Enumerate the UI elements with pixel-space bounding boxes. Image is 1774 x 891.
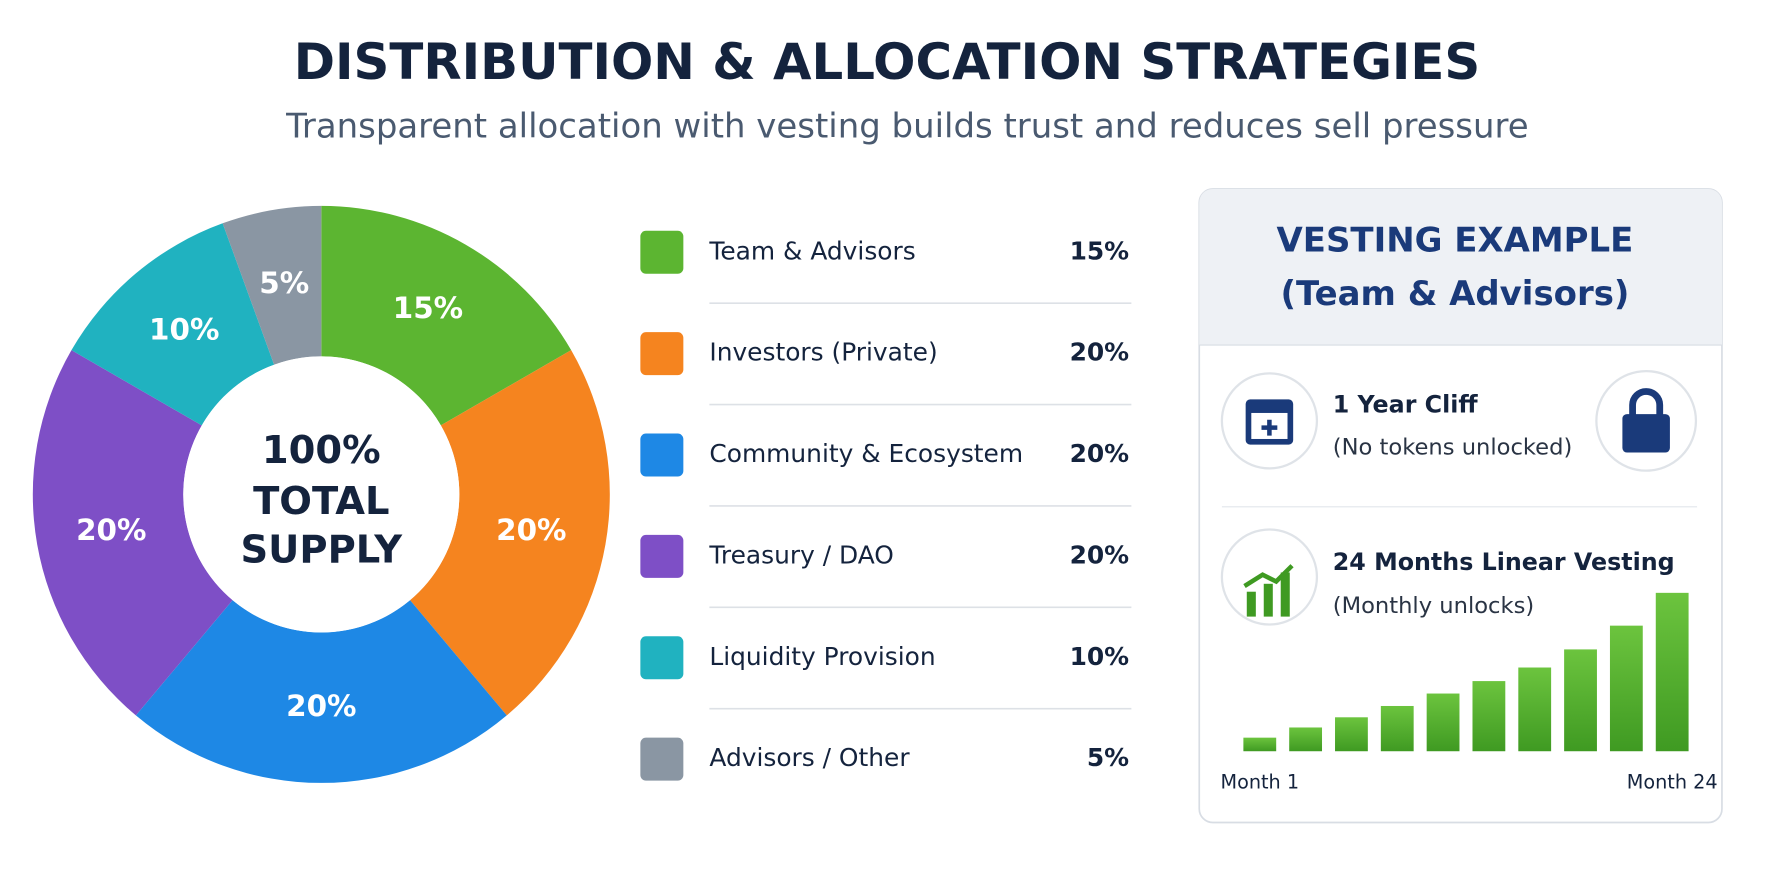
legend-value: 20% [1070,439,1130,468]
vesting-bars: Month 1 Month 24 [1220,592,1718,793]
slice-label: 20% [286,689,356,723]
bar [1609,625,1643,752]
slice-label: 5% [259,266,309,300]
legend-label: Investors (Private) [709,338,937,367]
bar [1426,693,1460,752]
slice-label: 15% [393,291,463,325]
donut-slice [135,600,507,783]
subtitle: Transparent allocation with vesting buil… [285,106,1528,146]
legend-swatch [640,332,684,376]
bar [1655,592,1689,752]
legend-value: 10% [1070,642,1130,671]
x-tick-label: Month 24 [1627,770,1718,793]
donut-slice [71,223,275,426]
legend-label: Advisors / Other [709,743,910,772]
calendar-icon [1261,419,1278,436]
step-note: (No tokens unlocked) [1333,435,1573,461]
donut-slice [32,350,233,716]
bar [1472,681,1506,752]
center-label: 100% [262,428,381,473]
center-label: TOTAL [253,479,389,524]
donut-chart: 15% 20% 20% 20% 10% 5% [32,205,610,783]
panel-subtitle: (Team & Advisors) [1280,274,1629,314]
legend-value: 5% [1087,743,1129,772]
slice-label: 20% [76,513,146,547]
bar [1380,705,1414,752]
legend-swatch [640,636,684,680]
legend-value: 20% [1070,338,1130,367]
donut-hole [183,356,460,633]
donut-slice [321,205,572,426]
growth-icon [1263,583,1273,617]
legend-label: Community & Ecosystem [709,439,1023,468]
legend-swatch [640,737,684,781]
panel-title: VESTING EXAMPLE [1277,221,1634,261]
slice-label: 20% [496,513,566,547]
lock-icon [1622,414,1670,453]
legend-swatch [640,230,684,274]
step-title: 1 Year Cliff [1333,391,1479,419]
growth-icon [1243,564,1294,588]
legend-swatch [640,433,684,477]
growth-icon [1246,591,1256,617]
donut-slice [222,205,322,365]
legend-label: Treasury / DAO [708,540,894,569]
bar [1289,727,1323,752]
legend-value: 20% [1070,540,1130,569]
bar [1243,737,1277,752]
step-title: 24 Months Linear Vesting [1333,548,1675,576]
legend: Team & Advisors 15% Investors (Private) 20%… [640,230,1132,781]
slice-label: 10% [149,313,219,347]
center-label: SUPPLY [240,528,403,573]
legend-value: 15% [1070,236,1130,265]
donut-slice [410,350,610,716]
legend-label: Team & Advisors [708,236,915,265]
bar [1564,649,1597,752]
panel-header [1199,188,1722,346]
growth-icon [1280,572,1290,617]
legend-label: Liquidity Provision [709,642,935,671]
step-note: (Monthly unlocks) [1333,593,1534,619]
x-tick-label: Month 1 [1220,770,1299,793]
title: DISTRIBUTION & ALLOCATION STRATEGIES [294,33,1481,91]
legend-swatch [640,534,684,578]
lock-icon [1629,388,1664,417]
bar [1335,717,1368,752]
bar [1518,667,1552,752]
